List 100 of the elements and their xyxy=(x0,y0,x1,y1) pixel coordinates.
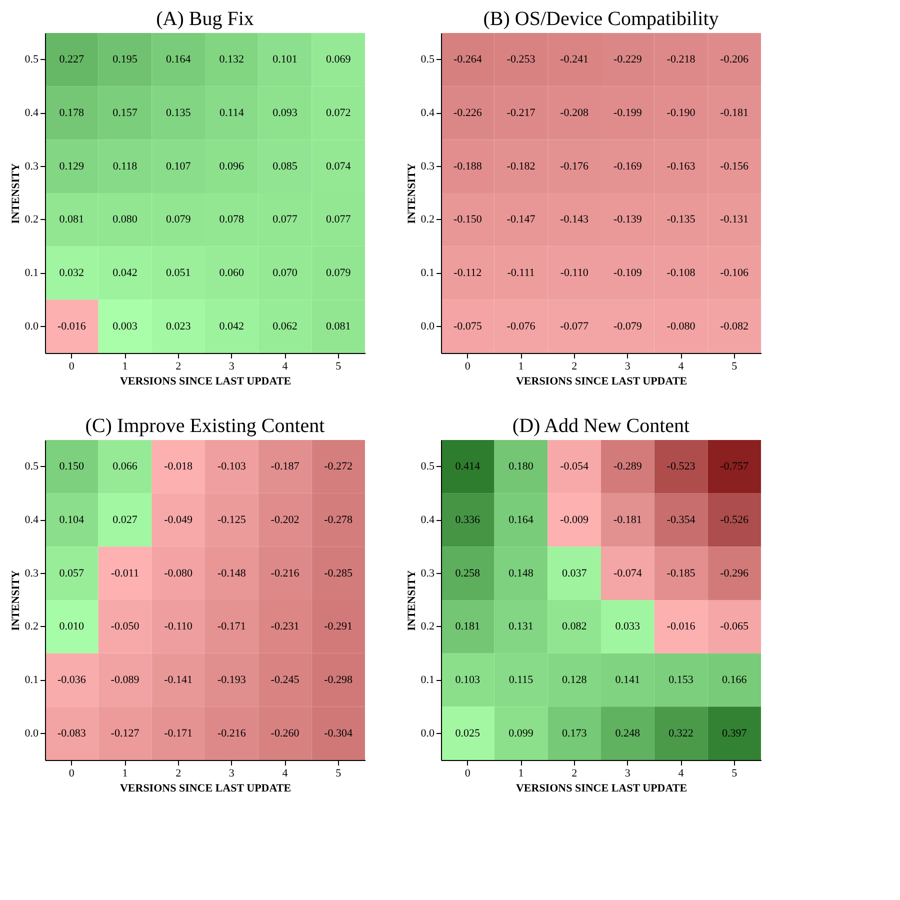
data-label: -0.125 xyxy=(217,514,246,526)
chart-title: (D) Add New Content xyxy=(512,415,690,437)
y-axis-title: INTENSITY xyxy=(10,163,22,224)
data-label: -0.075 xyxy=(453,320,482,332)
y-tick-label: 0.2 xyxy=(420,620,434,633)
x-tick-label: 3 xyxy=(228,768,235,780)
data-label: -0.296 xyxy=(720,567,750,580)
data-label: -0.278 xyxy=(324,514,354,526)
data-label: 0.085 xyxy=(272,160,298,172)
data-label: -0.226 xyxy=(453,107,482,119)
data-label: -0.185 xyxy=(666,567,696,580)
data-label: 0.066 xyxy=(112,460,138,473)
data-label: 0.148 xyxy=(508,567,534,580)
y-axis-title: INTENSITY xyxy=(406,163,418,224)
data-label: 0.114 xyxy=(219,107,244,119)
chart-title: (A) Bug Fix xyxy=(156,8,254,30)
y-tick-label: 0.4 xyxy=(420,107,435,119)
data-label: 0.060 xyxy=(219,267,245,279)
y-tick-label: 0.4 xyxy=(24,107,39,119)
x-tick-label: 2 xyxy=(572,768,578,780)
data-label: 0.153 xyxy=(668,674,694,686)
data-label: -0.216 xyxy=(270,567,300,580)
y-tick-label: 0.0 xyxy=(420,727,435,740)
data-label: 0.258 xyxy=(455,567,481,580)
data-label: 0.093 xyxy=(272,107,298,119)
data-label: 0.195 xyxy=(112,54,138,66)
data-label: -0.216 xyxy=(217,727,246,740)
data-label: -0.050 xyxy=(110,620,140,633)
data-label: -0.080 xyxy=(666,320,696,332)
data-label: -0.245 xyxy=(270,674,300,686)
data-label: -0.111 xyxy=(507,267,535,279)
data-label: -0.110 xyxy=(560,267,589,279)
y-tick-label: 0.3 xyxy=(420,567,435,580)
data-label: -0.187 xyxy=(270,460,300,473)
data-label: -0.218 xyxy=(666,54,696,66)
data-label: 0.079 xyxy=(166,214,192,226)
data-label: 0.227 xyxy=(59,54,85,66)
data-label: -0.272 xyxy=(324,460,353,473)
x-tick-label: 2 xyxy=(176,360,182,372)
x-tick-label: 0 xyxy=(464,360,471,372)
data-label: -0.080 xyxy=(164,567,194,580)
data-label: 0.157 xyxy=(112,107,138,119)
x-axis-title: VERSIONS SINCE LAST UPDATE xyxy=(120,376,292,388)
data-label: -0.169 xyxy=(613,160,642,172)
y-axis-title: INTENSITY xyxy=(406,570,418,631)
data-label: 0.078 xyxy=(219,214,245,226)
data-label: -0.217 xyxy=(506,107,536,119)
data-label: 0.023 xyxy=(166,320,192,332)
data-label: 0.132 xyxy=(219,54,244,66)
data-label: 0.129 xyxy=(59,160,85,172)
data-label: -0.009 xyxy=(560,514,590,526)
data-label: -0.065 xyxy=(720,620,750,633)
data-label: -0.304 xyxy=(324,727,354,740)
data-label: -0.106 xyxy=(720,267,750,279)
data-label: -0.190 xyxy=(666,107,696,119)
data-label: 0.069 xyxy=(326,54,352,66)
data-label: 0.081 xyxy=(326,320,351,332)
data-label: -0.231 xyxy=(270,620,300,633)
data-label: -0.131 xyxy=(720,214,749,226)
data-label: 0.150 xyxy=(59,460,85,473)
data-label: -0.253 xyxy=(506,54,536,66)
data-label: -0.082 xyxy=(720,320,749,332)
data-label: 0.104 xyxy=(59,514,85,526)
data-label: -0.188 xyxy=(453,160,482,172)
y-tick-label: 0.1 xyxy=(420,267,434,279)
data-label: 0.181 xyxy=(455,620,480,633)
x-tick-label: 4 xyxy=(678,360,684,372)
data-label: -0.241 xyxy=(560,54,589,66)
data-label: 0.101 xyxy=(272,54,298,66)
data-label: 0.032 xyxy=(59,267,84,279)
x-tick-label: 0 xyxy=(68,360,75,372)
data-label: 0.062 xyxy=(272,320,298,332)
y-tick-label: 0.4 xyxy=(420,514,435,526)
data-label: -0.076 xyxy=(506,320,536,332)
data-label: -0.089 xyxy=(110,674,140,686)
data-label: -0.181 xyxy=(720,107,749,119)
y-tick-label: 0.5 xyxy=(24,460,39,473)
data-label: -0.148 xyxy=(217,567,246,580)
data-label: -0.260 xyxy=(270,727,300,740)
data-label: -0.150 xyxy=(453,214,482,226)
data-label: 0.178 xyxy=(59,107,85,119)
x-tick-label: 0 xyxy=(68,768,75,780)
data-label: 0.077 xyxy=(326,214,352,226)
data-label: 0.027 xyxy=(112,514,138,526)
y-tick-label: 0.0 xyxy=(24,727,39,740)
data-label: -0.018 xyxy=(164,460,194,473)
y-axis-title: INTENSITY xyxy=(10,570,22,631)
data-label: -0.208 xyxy=(560,107,590,119)
x-tick-label: 5 xyxy=(336,768,342,780)
x-axis-title: VERSIONS SINCE LAST UPDATE xyxy=(120,782,292,794)
data-label: 0.164 xyxy=(166,54,192,66)
data-label: -0.171 xyxy=(217,620,246,633)
data-label: -0.526 xyxy=(720,514,750,526)
data-label: -0.139 xyxy=(613,214,642,226)
y-tick-label: 0.0 xyxy=(24,320,39,332)
data-label: -0.011 xyxy=(110,567,140,580)
data-label: 0.248 xyxy=(615,727,641,740)
x-tick-label: 4 xyxy=(678,768,684,780)
y-tick-label: 0.2 xyxy=(24,214,38,226)
x-tick-label: 1 xyxy=(518,768,524,780)
